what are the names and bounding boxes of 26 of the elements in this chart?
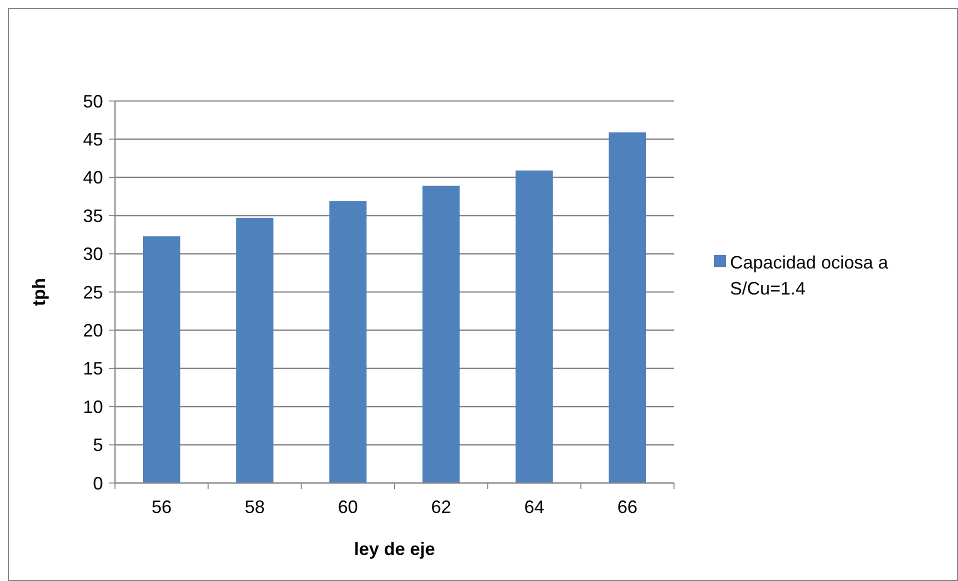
x-tick-label: 60 bbox=[338, 497, 358, 517]
x-axis-title: ley de eje bbox=[354, 539, 436, 559]
y-tick-label: 20 bbox=[82, 320, 103, 340]
y-tick-label: 35 bbox=[82, 206, 103, 226]
x-tick-label: 62 bbox=[431, 497, 452, 517]
legend-label: Capacidad ociosa a S/Cu=1.4 bbox=[730, 252, 890, 298]
y-axis-title: tph bbox=[29, 278, 49, 306]
x-tick-label: 66 bbox=[617, 497, 638, 517]
y-tick-label: 25 bbox=[82, 282, 103, 302]
x-tick-label: 64 bbox=[524, 497, 544, 517]
bar bbox=[329, 201, 367, 483]
y-tick-label: 40 bbox=[82, 168, 103, 188]
bar bbox=[422, 186, 460, 483]
x-tick-label: 58 bbox=[244, 497, 265, 517]
y-tick-label: 45 bbox=[82, 130, 103, 150]
y-tick-label: 15 bbox=[82, 358, 103, 379]
bar bbox=[142, 236, 180, 483]
y-tick-label: 10 bbox=[82, 396, 103, 417]
y-tick-label: 0 bbox=[92, 473, 103, 494]
y-tick-label: 50 bbox=[82, 91, 103, 112]
x-tick-label: 56 bbox=[152, 497, 172, 517]
y-tick-label: 30 bbox=[82, 244, 103, 264]
y-tick-label: 5 bbox=[92, 435, 103, 456]
bar bbox=[516, 170, 553, 483]
bar bbox=[608, 132, 646, 483]
bar bbox=[236, 218, 274, 483]
